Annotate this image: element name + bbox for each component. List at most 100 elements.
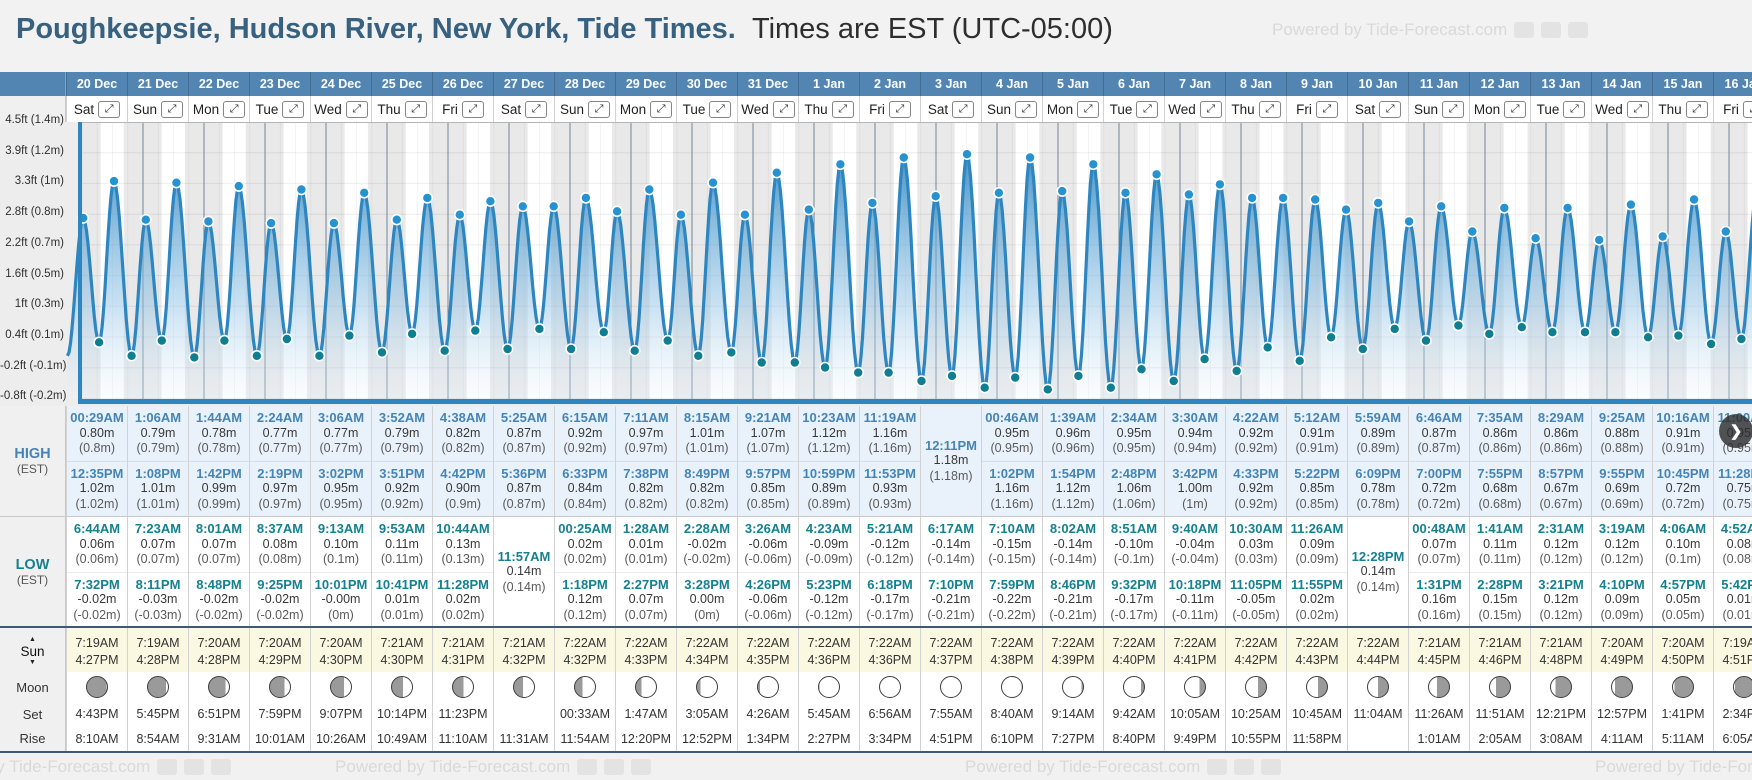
tide-entry: 6:15AM 0.92m (0.92m) (555, 406, 615, 461)
weekday-label: Thu (1231, 101, 1255, 117)
low-tide-cell: 7:23AM 0.07m (0.07m) 8:11PM -0.03m (-0.03m) (127, 517, 188, 627)
low-tide-cell: 5:21AM -0.12m (-0.12m) 6:18PM -0.17m (-0.17m) (859, 517, 920, 627)
expand-day-button[interactable]: ⤢ (1315, 100, 1338, 118)
tide-time: 2:28PM (1477, 576, 1523, 592)
tide-height-datum: (-0.17m) (866, 607, 914, 622)
high-tide-cell: 6:46AM 0.87m (0.87m) 7:00PM 0.72m (0.72m) (1408, 406, 1469, 516)
tide-entry: 3:21PM 0.12m (0.12m) (1531, 571, 1591, 628)
moonset-cell: 11:04AM (1347, 702, 1408, 726)
low-tide-dot (1042, 383, 1054, 396)
sun-cell: 7:20AM 4:28PM (188, 628, 249, 674)
expand-day-button[interactable]: ⤢ (1626, 100, 1649, 118)
expand-day-button[interactable]: ⤢ (888, 100, 911, 118)
moon-phase-cell (554, 672, 615, 702)
low-tide-cell: 7:10AM -0.15m (-0.15m) 7:59PM -0.22m (-0.22m) (981, 517, 1042, 627)
tide-height-datum: (0.89m) (1356, 441, 1400, 455)
expand-day-button[interactable]: ⤢ (1136, 100, 1159, 118)
tide-height-datum: (-0.06m) (744, 607, 792, 622)
expand-day-button[interactable]: ⤢ (588, 100, 611, 118)
low-tide-section: LOW (EST) 6:44AM 0.06m (0.06m) 7:32PM -0.02m (-… (0, 516, 1752, 627)
expand-day-button[interactable]: ⤢ (1504, 100, 1527, 118)
low-tide-dot (1672, 329, 1685, 342)
moonset-cell (493, 702, 554, 726)
moon-phase-cell (859, 672, 920, 702)
moonset-cell: 4:43PM (66, 702, 127, 726)
expand-day-button[interactable]: ⤢ (1742, 100, 1752, 118)
tide-time: 8:11PM (135, 576, 181, 592)
tide-height-datum: (0.89m) (807, 496, 851, 511)
expand-day-button[interactable]: ⤢ (345, 100, 368, 118)
low-tide-dot (1420, 334, 1432, 347)
expand-day-button[interactable]: ⤢ (1258, 100, 1281, 118)
expand-day-button[interactable]: ⤢ (461, 100, 484, 118)
expand-day-button[interactable]: ⤢ (282, 100, 305, 118)
expand-day-button[interactable]: ⤢ (98, 100, 121, 118)
sun-cell: 7:19AM 4:51PM (1713, 628, 1752, 674)
sunset-time: 4:49PM (1600, 652, 1644, 667)
low-tide-dot (501, 343, 514, 355)
low-tide-dot (1072, 370, 1085, 382)
high-tide-dot (866, 197, 879, 209)
watermark-text: Powered by Tide-Forecast.com (0, 757, 151, 776)
tide-height-datum: (0.82m) (685, 496, 729, 511)
expand-icon: ⤢ (468, 102, 478, 115)
expand-day-button[interactable]: ⤢ (1015, 100, 1038, 118)
weekday-cell: Mon ⤢ (1042, 96, 1103, 122)
expand-day-button[interactable]: ⤢ (1199, 100, 1222, 118)
tide-time: 8:46PM (1050, 576, 1096, 592)
tide-time: 8:02AM (1049, 521, 1097, 536)
tide-time: 3:42PM (1172, 465, 1218, 481)
low-tide-dot (251, 350, 263, 362)
weekday-label: Wed (1595, 101, 1623, 117)
expand-day-button[interactable]: ⤢ (772, 100, 795, 118)
expand-day-button[interactable]: ⤢ (1442, 100, 1465, 118)
watermark-badge-icon (1568, 22, 1589, 38)
tide-entry: 2:28AM -0.02m (-0.02m) (677, 517, 737, 572)
tide-height: -0.11m (1176, 592, 1214, 606)
expand-day-button[interactable]: ⤢ (404, 100, 427, 118)
tide-entry: 00:29AM 0.80m (0.8m) (67, 406, 127, 461)
low-tide-dot (852, 366, 865, 379)
watermark: Powered by Tide-Forecast.com (1595, 757, 1752, 777)
next-page-button[interactable]: ❯ (1719, 414, 1752, 448)
expand-day-button[interactable]: ⤢ (650, 100, 673, 118)
tide-entry: 4:06AM 0.10m (0.1m) (1653, 517, 1713, 572)
low-tide-dot (218, 334, 231, 347)
low-tide-dot (406, 328, 418, 340)
low-tide-cell: 1:28AM 0.01m (0.01m) 2:27PM 0.07m (0.07m) (615, 517, 676, 627)
moonrise-cell: 10:01AM (249, 726, 310, 751)
sunset-time: 4:31PM (441, 652, 485, 667)
tide-height-datum: (0.08m) (258, 552, 302, 566)
high-tide-cell: 5:25AM 0.87m (0.87m) 5:36PM 0.87m (0.87m) (493, 406, 554, 516)
tide-chart[interactable]: 4.5ft (1.4m) 3.9ft (1.2m) 3.3ft (1m) 2.8ft … (0, 114, 1752, 406)
expand-icon: ⤢ (958, 102, 968, 115)
low-gutter: LOW (EST) (0, 517, 66, 627)
tide-height: 0.67m (1543, 481, 1579, 495)
expand-day-button[interactable]: ⤢ (1379, 100, 1402, 118)
tide-time: 4:26PM (745, 576, 791, 592)
expand-day-button[interactable]: ⤢ (952, 100, 975, 118)
expand-icon: ⤢ (1510, 102, 1520, 115)
expand-day-button[interactable]: ⤢ (161, 100, 184, 118)
expand-day-button[interactable]: ⤢ (525, 100, 548, 118)
expand-day-button[interactable]: ⤢ (1685, 100, 1708, 118)
weekday-label: Wed (314, 101, 342, 117)
y-axis-label: 2.8ft (0.8m) (5, 206, 64, 219)
high-tide-cell: 10:23AM 1.12m (1.12m) 10:59PM 0.89m (0.89m) (798, 406, 859, 516)
sunrise-time: 7:22AM (1234, 635, 1278, 650)
expand-day-button[interactable]: ⤢ (709, 100, 732, 118)
high-tide-cell: 11:19AM 1.16m (1.16m) 11:53PM 0.93m (0.93m) (859, 406, 920, 516)
low-tide-dot (1230, 365, 1243, 377)
tide-time: 2:48PM (1111, 465, 1157, 481)
tide-entry: 3:02PM 0.95m (0.95m) (311, 460, 371, 517)
expand-day-button[interactable]: ⤢ (223, 100, 246, 118)
tide-entry: 9:25PM -0.02m (-0.02m) (250, 571, 310, 628)
weekday-cell: Thu ⤢ (1652, 96, 1713, 122)
expand-day-button[interactable]: ⤢ (831, 100, 854, 118)
expand-icon: ⤢ (656, 102, 666, 115)
expand-day-button[interactable]: ⤢ (1563, 100, 1586, 118)
high-tide-dot (1340, 203, 1352, 216)
expand-day-button[interactable]: ⤢ (1077, 100, 1100, 118)
sunrise-time: 7:22AM (1356, 635, 1400, 650)
tide-entry: 00:48AM 0.07m (0.07m) (1409, 517, 1469, 572)
